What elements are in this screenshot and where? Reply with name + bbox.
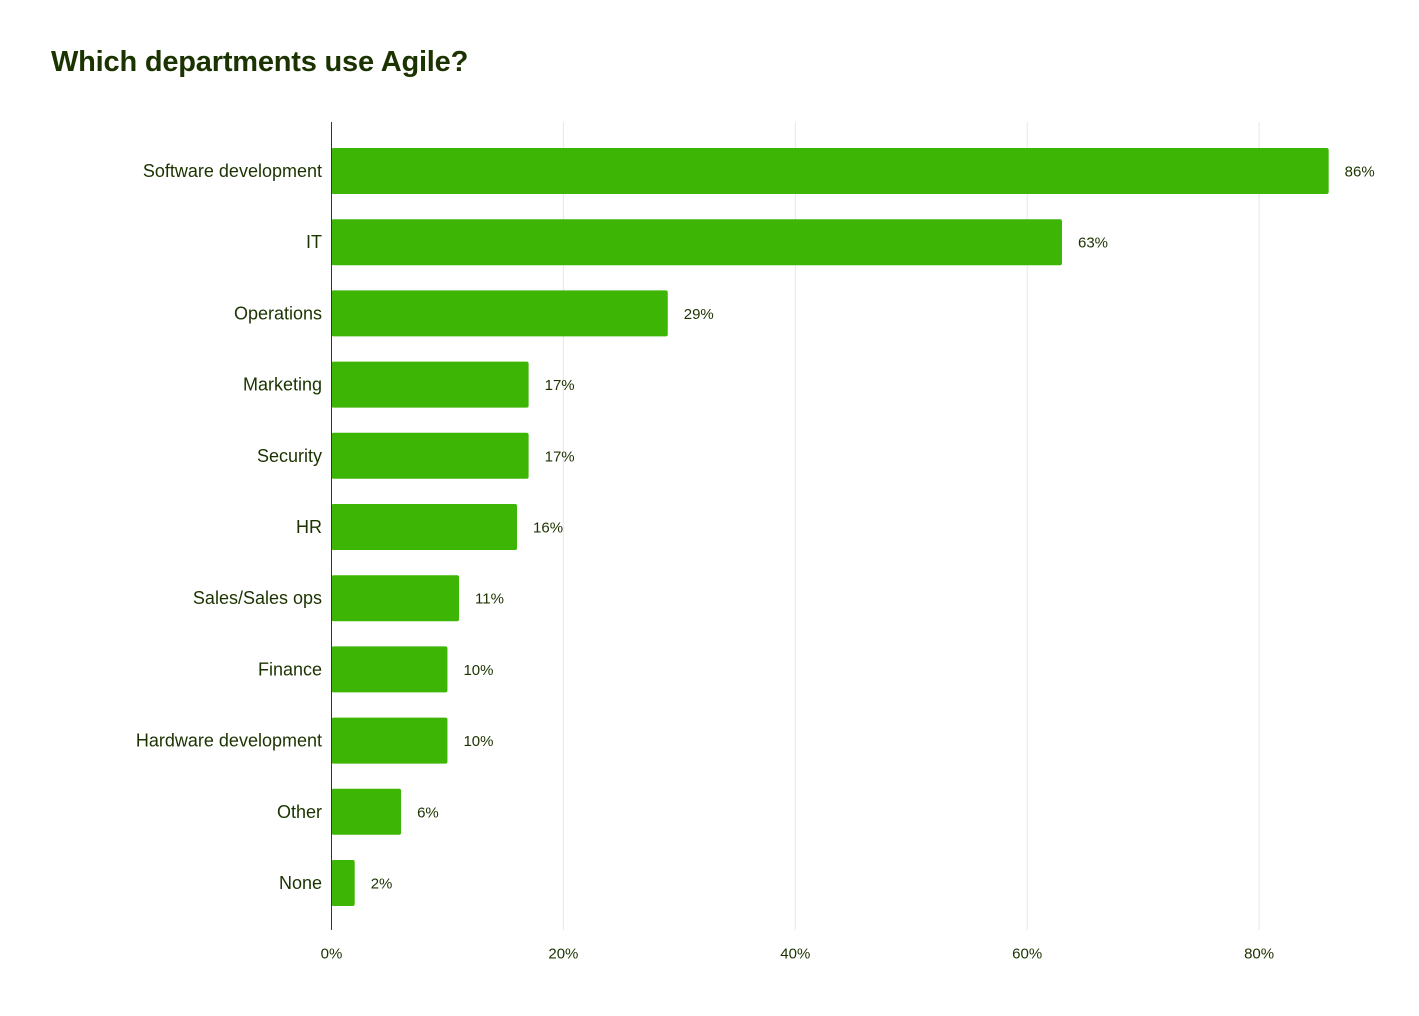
bar [331, 788, 402, 835]
data-label: 86% [1345, 164, 1375, 181]
data-label: 63% [1078, 235, 1108, 252]
category-label: IT [306, 232, 322, 252]
bar [331, 646, 448, 693]
bar [331, 432, 529, 479]
bar [331, 575, 460, 622]
category-label: Hardware development [136, 731, 322, 751]
data-label: 10% [463, 733, 493, 750]
category-label: Software development [143, 161, 322, 181]
data-label: 17% [545, 377, 575, 394]
bar [331, 717, 448, 764]
bar [331, 860, 355, 906]
data-label: 17% [545, 448, 575, 465]
bar [331, 219, 1062, 266]
category-label: Security [257, 446, 322, 466]
bar [331, 148, 1329, 194]
category-labels: Software development IT Operations Marketin… [136, 161, 322, 893]
data-label: 29% [684, 306, 714, 323]
bar [331, 290, 668, 337]
category-label: Other [277, 802, 322, 822]
chart-title: Which departments use Agile? [51, 46, 469, 78]
bar [331, 504, 518, 550]
data-label: 6% [417, 804, 439, 821]
x-tick-label: 60% [1012, 946, 1042, 963]
data-label: 2% [371, 876, 393, 893]
x-tick-labels: 0% 20% 40% 60% 80% [321, 946, 1274, 963]
category-label: Sales/Sales ops [193, 588, 322, 608]
data-label: 10% [463, 662, 493, 679]
category-label: Operations [234, 303, 322, 323]
category-label: Finance [258, 659, 322, 679]
x-tick-label: 20% [548, 946, 578, 963]
category-label: HR [296, 517, 322, 537]
category-label: None [279, 873, 322, 893]
x-tick-label: 80% [1244, 946, 1274, 963]
x-tick-label: 40% [780, 946, 810, 963]
value-labels: 86% 63% 29% 17% 17% 16% 11% 10% 10% 6% 2% [371, 164, 1375, 893]
data-label: 11% [475, 591, 504, 608]
data-label: 16% [533, 520, 563, 537]
category-label: Marketing [243, 375, 322, 395]
bars [331, 148, 1329, 906]
bar [331, 361, 529, 408]
x-tick-label: 0% [321, 946, 343, 963]
